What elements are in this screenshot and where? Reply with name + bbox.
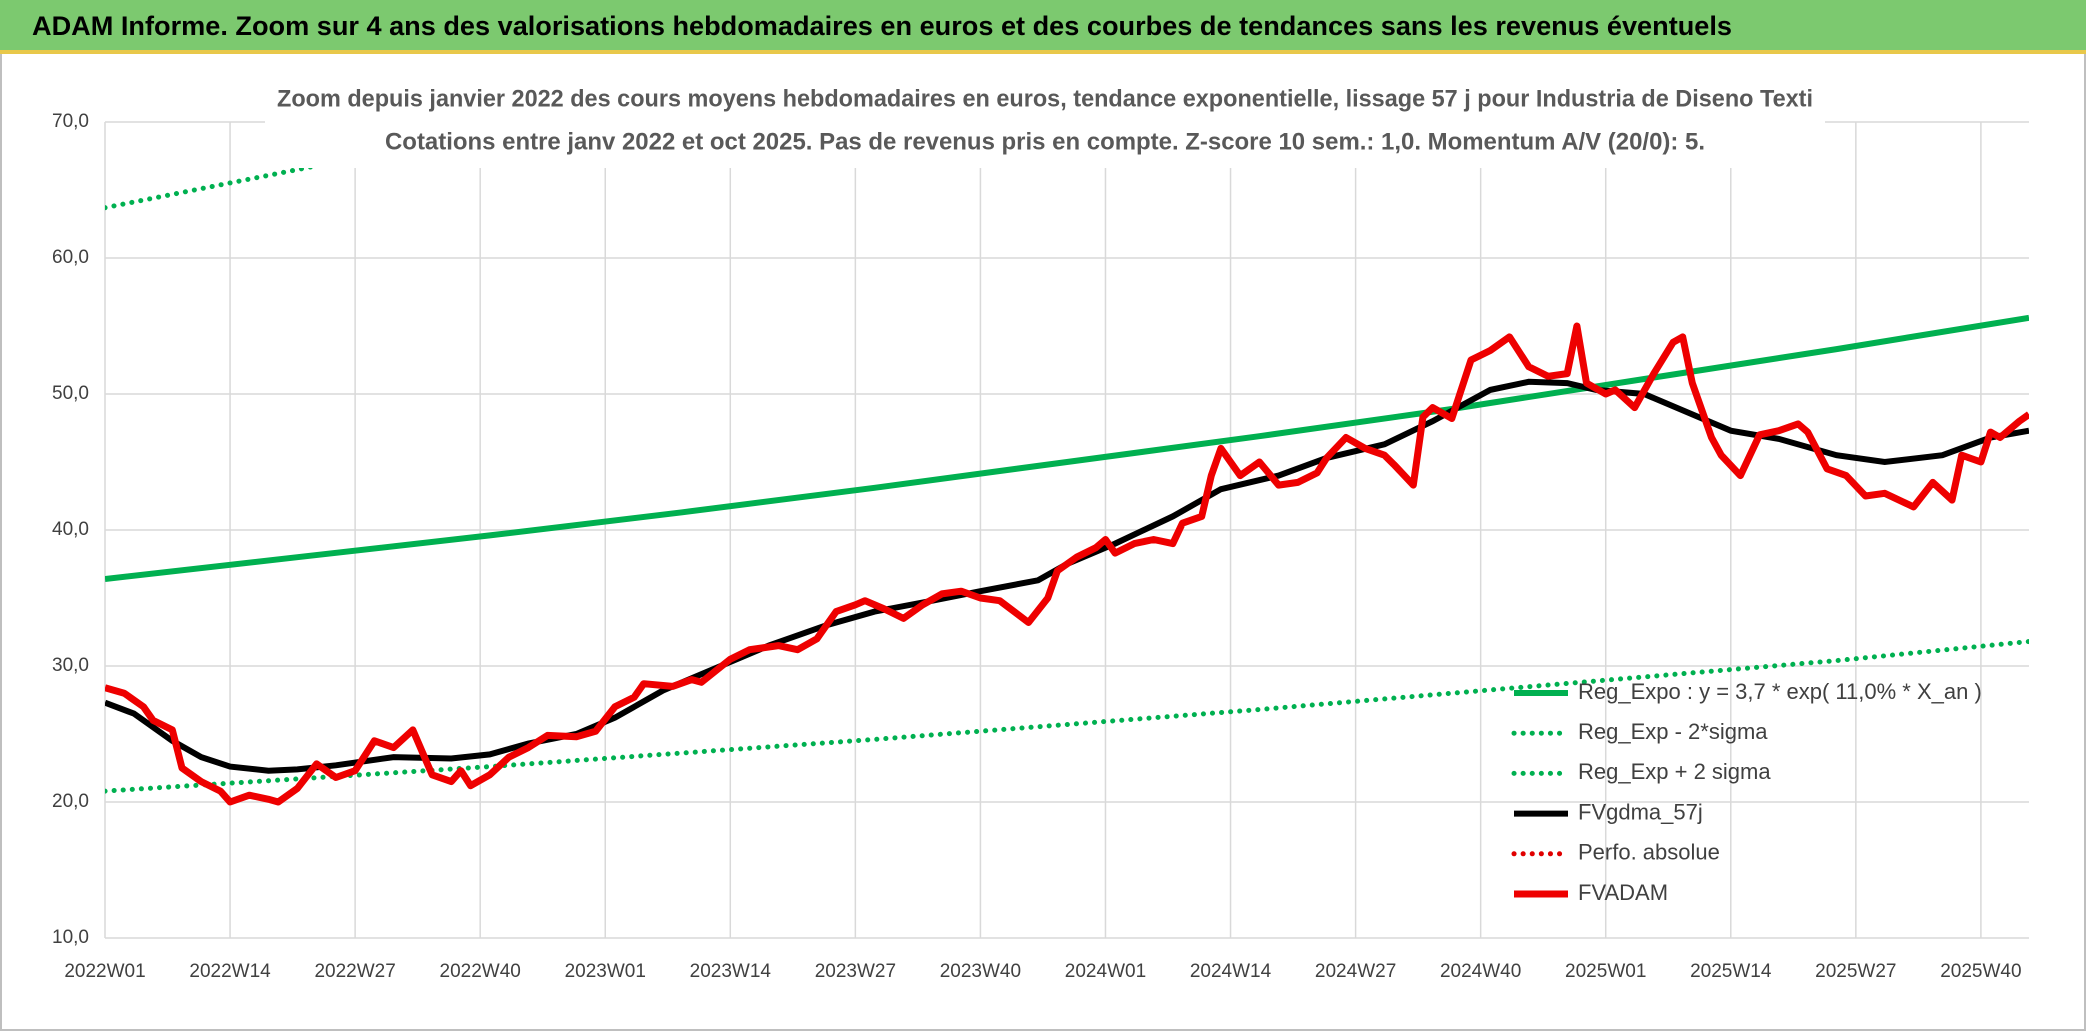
y-tick-label: 20,0 — [52, 791, 89, 812]
x-tick-label: 2023W40 — [940, 961, 1021, 982]
y-tick-label: 10,0 — [52, 927, 89, 948]
legend-label: FVgdma_57j — [1578, 799, 1703, 824]
x-tick-label: 2025W01 — [1565, 961, 1646, 982]
x-tick-label: 2022W40 — [440, 961, 521, 982]
x-tick-label: 2025W27 — [1815, 961, 1896, 982]
x-tick-label: 2025W40 — [1940, 961, 2021, 982]
banner-edge — [0, 50, 2086, 54]
y-tick-label: 60,0 — [52, 247, 89, 268]
grid: 10,0 20,0 30,0 40,0 50,0 60,0 70,0 2022W01 2022W… — [52, 111, 2029, 982]
x-tick-label: 2022W14 — [189, 961, 271, 982]
x-tick-label: 2023W01 — [565, 961, 646, 982]
legend: Reg_Expo : y = 3,7 * exp( 11,0% * X_an )… — [1511, 679, 1982, 905]
legend-label: FVADAM — [1578, 880, 1668, 905]
legend-label: Reg_Expo : y = 3,7 * exp( 11,0% * X_an ) — [1578, 679, 1982, 704]
x-tick-label: 2024W14 — [1190, 961, 1272, 982]
y-tick-label: 50,0 — [52, 383, 89, 404]
chart-subtitle: Cotations entre janv 2022 et oct 2025. P… — [385, 128, 1705, 155]
x-tick-label: 2022W01 — [64, 961, 145, 982]
chart-subtitle: Zoom depuis janvier 2022 des cours moyen… — [277, 85, 1813, 112]
series-line — [105, 314, 2029, 582]
x-tick-label: 2024W27 — [1315, 961, 1396, 982]
title-banner — [0, 0, 2086, 53]
y-tick-label: 70,0 — [52, 111, 89, 132]
x-tick-label: 2024W40 — [1440, 961, 1521, 982]
y-tick-label: 30,0 — [52, 655, 89, 676]
legend-label: Reg_Exp + 2 sigma — [1578, 759, 1771, 784]
x-tick-label: 2023W14 — [690, 961, 772, 982]
legend-label: Reg_Exp - 2*sigma — [1578, 719, 1768, 744]
series-line — [105, 378, 2029, 774]
subtitle-box — [265, 82, 1825, 168]
chart-title: ADAM Informe. Zoom sur 4 ans des valoris… — [32, 11, 1732, 41]
series-line — [105, 322, 2029, 806]
series-line — [105, 639, 2029, 794]
x-tick-label: 2024W01 — [1065, 961, 1146, 982]
legend-label: Perfo. absolue — [1578, 840, 1720, 865]
y-tick-label: 40,0 — [52, 519, 89, 540]
x-tick-label: 2022W27 — [314, 961, 395, 982]
x-tick-label: 2025W14 — [1690, 961, 1772, 982]
x-tick-label: 2023W27 — [815, 961, 896, 982]
